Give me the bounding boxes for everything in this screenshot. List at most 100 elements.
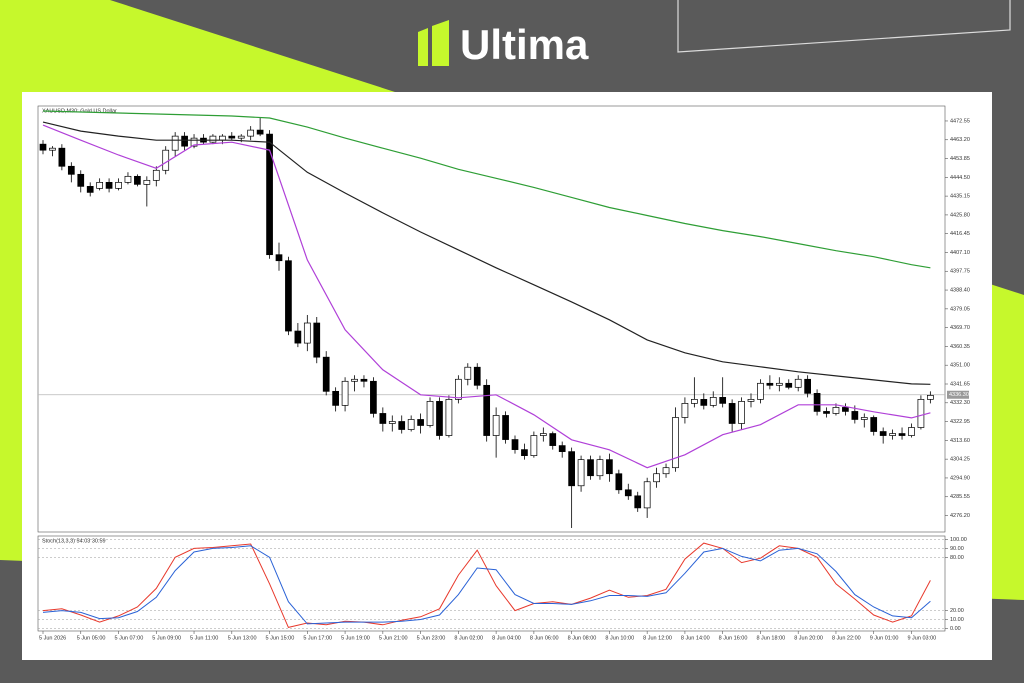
candle-body (691, 399, 698, 404)
x-tick-label: 5 Jun 2026 (39, 635, 66, 641)
candle-body (785, 382, 793, 388)
candle-body (728, 403, 736, 424)
y-tick-label: 0.00 (950, 626, 961, 632)
candle-body (379, 413, 387, 424)
candle-body (747, 399, 755, 402)
candle-body (417, 419, 424, 426)
y-tick-label: 80.00 (950, 555, 964, 561)
y-tick-label: 4397.75 (950, 269, 970, 275)
candle-body (832, 407, 840, 414)
y-tick-label: 4294.90 (950, 475, 970, 481)
y-tick-label: 4472.55 (950, 118, 970, 124)
candle-body (275, 254, 283, 262)
y-tick-label: 4285.55 (950, 494, 970, 500)
y-tick-label: 10.00 (950, 617, 964, 623)
candle-body (313, 322, 321, 358)
y-tick-label: 4276.20 (950, 513, 970, 519)
candle-body (624, 489, 632, 497)
candle-body (219, 135, 226, 141)
y-tick-label: 4332.30 (950, 400, 970, 406)
candle-body (577, 459, 585, 487)
candle-body (917, 399, 925, 428)
candle-body (539, 433, 547, 436)
candle-body (927, 395, 934, 400)
candle-body (124, 175, 132, 183)
candle-body (360, 378, 368, 382)
candle-body (77, 173, 85, 187)
candle-body (228, 135, 236, 139)
main-pane (37, 105, 946, 533)
y-tick-label: 4388.40 (950, 288, 970, 294)
candle-body (285, 260, 292, 332)
candle-body (49, 147, 56, 151)
x-tick-label: 8 Jun 02:00 (454, 635, 483, 641)
candle-body (455, 378, 462, 400)
candle-body (209, 135, 217, 143)
candle-body (757, 382, 764, 400)
y-tick-label: 4322.95 (950, 419, 970, 425)
candle-body (266, 133, 273, 256)
x-tick-label: 8 Jun 20:00 (794, 635, 823, 641)
y-tick-label: 4369.70 (950, 325, 970, 331)
candle-body (662, 467, 670, 475)
candle-body (502, 415, 509, 440)
candle-body (511, 439, 519, 450)
candle-body (398, 421, 406, 430)
chart-card (22, 92, 992, 660)
x-tick-label: 8 Jun 04:00 (492, 635, 521, 641)
candle-body (96, 182, 103, 189)
logo-bar (418, 28, 428, 66)
candle-body (615, 473, 623, 491)
candle-body (237, 135, 245, 139)
candle-body (898, 433, 906, 436)
chart-title: Stoch(13,3,3) 54.03 30.59 (42, 538, 106, 544)
candle-body (483, 384, 491, 436)
candle-body (568, 451, 575, 487)
candle-body (332, 390, 339, 406)
decor-line (677, 0, 1011, 53)
candle-body (58, 147, 66, 167)
x-tick-label: 5 Jun 11:00 (190, 635, 218, 641)
candle-body (794, 378, 802, 388)
candle-body (341, 380, 349, 406)
candle-body (492, 415, 500, 436)
y-tick-label: 4407.10 (950, 250, 970, 256)
candle-body (908, 427, 915, 436)
candle-body (530, 435, 538, 456)
x-tick-label: 9 Jun 03:00 (907, 635, 936, 641)
candle-body (115, 182, 122, 189)
candle-body (521, 449, 528, 456)
x-tick-label: 5 Jun 09:00 (152, 635, 181, 641)
candle-body (426, 401, 434, 426)
x-tick-label: 5 Jun 07:00 (115, 635, 144, 641)
candle-body (558, 445, 566, 452)
candle-body (39, 143, 47, 151)
candle-body (294, 330, 302, 344)
candle-body (351, 378, 358, 382)
logo: Ultima (418, 20, 589, 68)
candle-body (473, 366, 481, 386)
x-tick-label: 5 Jun 17:00 (303, 635, 332, 641)
candle-body (719, 397, 727, 404)
candle-body (322, 356, 330, 392)
candle-body (643, 481, 651, 509)
candle-body (596, 459, 604, 477)
y-tick-label: 4463.20 (950, 137, 970, 143)
candle-body (672, 417, 679, 469)
oscillator-line (42, 542, 931, 628)
candle-body (709, 397, 717, 406)
candle-body (804, 378, 811, 394)
x-tick-label: 8 Jun 08:00 (568, 635, 597, 641)
candle-body (407, 419, 415, 430)
oscillator-line (42, 545, 931, 625)
candle-body (445, 399, 453, 436)
y-tick-label: 100.00 (950, 537, 967, 543)
bid-label-box (947, 390, 969, 399)
x-tick-label: 8 Jun 22:00 (832, 635, 861, 641)
candle-body (766, 382, 774, 386)
candle-body (162, 149, 170, 171)
x-tick-label: 8 Jun 06:00 (530, 635, 559, 641)
candle-body (247, 129, 255, 137)
